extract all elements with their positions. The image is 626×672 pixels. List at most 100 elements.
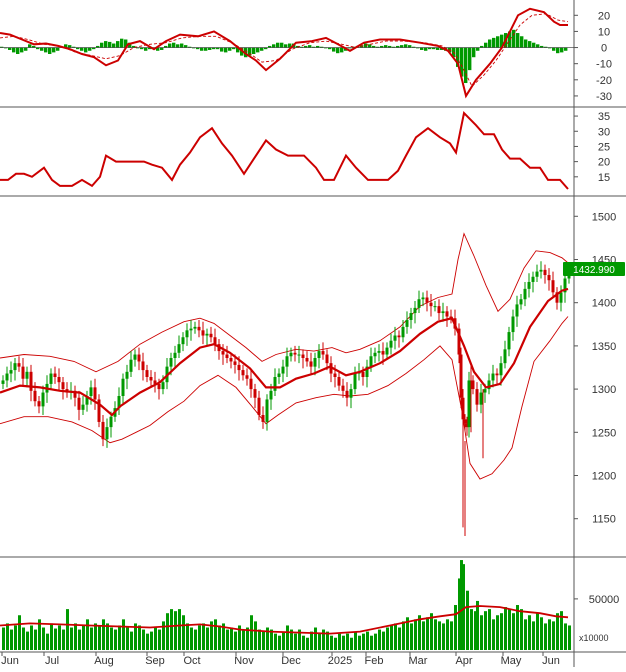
candle-body — [261, 415, 265, 422]
candle-body — [9, 370, 13, 374]
volume-bar — [130, 631, 133, 650]
volume-bar — [46, 633, 49, 650]
candle-body — [221, 351, 225, 355]
candle-body — [441, 311, 445, 314]
volume-bar — [274, 633, 277, 650]
macd-histogram-bar — [408, 45, 412, 48]
candle-body — [353, 373, 357, 390]
candle-body — [551, 280, 555, 293]
volume-bar — [162, 621, 165, 650]
volume-bar — [18, 615, 21, 650]
volume-bar — [556, 613, 559, 650]
volume-bar — [366, 631, 369, 650]
macd-histogram-bar — [212, 47, 216, 50]
candle-body — [265, 399, 269, 422]
macd-histogram-bar — [556, 47, 560, 54]
volume-multiplier-label: x10000 — [579, 633, 609, 643]
macd-histogram-bar — [104, 41, 108, 48]
volume-bar — [54, 628, 57, 650]
candle-body — [467, 380, 471, 428]
macd-histogram-bar — [424, 47, 428, 51]
candle-body — [169, 357, 173, 367]
volume-bar — [512, 613, 515, 650]
volume-bar — [346, 633, 349, 650]
macd-histogram-bar — [248, 47, 252, 56]
macd-histogram-bar — [376, 46, 380, 48]
macd-histogram-bar — [340, 47, 344, 53]
volume-bar — [326, 631, 329, 650]
macd-histogram-bar — [324, 47, 328, 49]
candle-body — [97, 399, 101, 422]
candle-body — [487, 380, 491, 390]
volume-bar — [516, 605, 519, 650]
volume-bar — [394, 623, 397, 650]
candle-body — [321, 351, 325, 355]
price-tick-label: 1250 — [592, 427, 616, 439]
volume-bar — [222, 623, 225, 650]
macd-histogram-bar — [16, 47, 20, 54]
volume-bar — [426, 617, 429, 650]
volume-bar — [536, 613, 539, 650]
candle-body — [535, 271, 539, 277]
volume-bar — [318, 633, 321, 650]
candle-body — [393, 335, 397, 341]
volume-bar — [2, 627, 5, 650]
candle-body — [5, 373, 9, 381]
candle-body — [313, 357, 317, 367]
candle-body — [397, 335, 401, 338]
price-tick-label: 1300 — [592, 384, 616, 396]
candle-body — [491, 373, 495, 381]
volume-bar — [496, 615, 499, 650]
volume-bar — [480, 615, 483, 650]
macd-histogram-bar — [508, 31, 512, 48]
macd-histogram-bar — [316, 45, 320, 48]
volume-bar — [350, 637, 353, 650]
macd-tick-label: 20 — [598, 10, 610, 22]
candle-body — [249, 378, 253, 390]
price-tick-label: 1500 — [592, 211, 616, 223]
candle-body — [337, 377, 341, 386]
macd-histogram-bar — [132, 45, 136, 48]
volume-bar — [286, 625, 289, 650]
macd-histogram-bar — [24, 47, 28, 51]
price-tick-label: 1400 — [592, 298, 616, 310]
macd-histogram-bar — [76, 47, 80, 50]
volume-bar — [246, 627, 249, 650]
volume-bar — [306, 637, 309, 650]
macd-histogram-bar — [336, 47, 340, 54]
macd-histogram-bar — [260, 47, 264, 51]
macd-histogram-bar — [484, 42, 488, 48]
macd-histogram-bar — [380, 45, 384, 48]
volume-bar — [26, 631, 29, 650]
candle-body — [563, 278, 567, 293]
candle-body — [555, 292, 559, 303]
candle-body — [205, 333, 209, 336]
volume-bar — [406, 617, 409, 650]
macd-histogram-bar — [276, 42, 280, 48]
macd-histogram-bar — [112, 43, 116, 48]
volume-bar — [504, 607, 507, 650]
candle-body — [429, 302, 433, 307]
macd-histogram-bar — [320, 46, 324, 48]
x-tick-label: Aug — [94, 655, 114, 667]
volume-bar — [524, 619, 527, 650]
candle-body — [81, 404, 85, 410]
candle-body — [61, 382, 65, 390]
candle-body — [117, 396, 121, 409]
candle-body — [141, 361, 145, 371]
candle-body — [121, 378, 125, 397]
x-axis: Jun Jul Aug Sep Oct Nov Dec 2025 Feb Mar Apr May Jun — [1, 652, 560, 667]
candle-body — [475, 389, 479, 405]
candle-body — [445, 311, 449, 317]
macd-histogram-bar — [392, 46, 396, 48]
candle-body — [381, 351, 385, 355]
candle-body — [25, 371, 29, 379]
volume-bar — [242, 629, 245, 650]
candle-body — [57, 377, 61, 383]
candle-body — [421, 297, 425, 300]
candle-body — [145, 370, 149, 377]
macd-histogram-bar — [224, 47, 228, 53]
oscillator-tick-label: 35 — [598, 111, 610, 123]
